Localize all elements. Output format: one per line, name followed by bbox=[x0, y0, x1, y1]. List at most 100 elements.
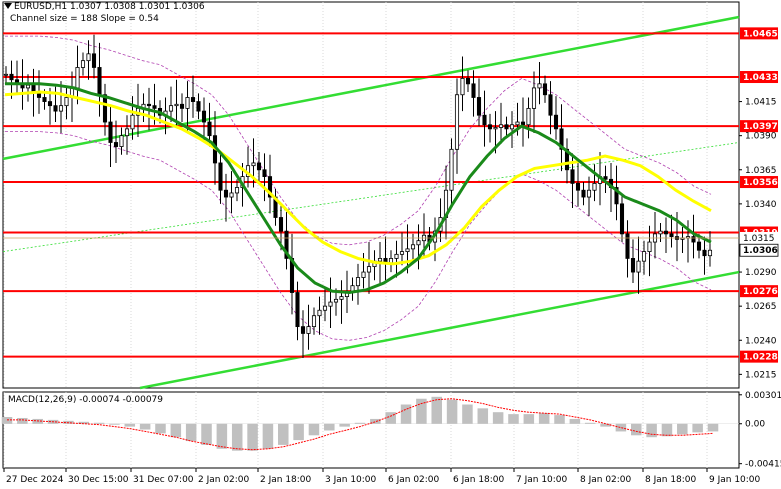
candle-body bbox=[647, 241, 652, 253]
secondary-price-bg bbox=[740, 231, 778, 244]
candle-body bbox=[691, 236, 696, 243]
candle-body bbox=[174, 103, 179, 107]
candle-body bbox=[80, 60, 86, 68]
macd-hist-bar bbox=[385, 412, 396, 424]
candle-body bbox=[262, 169, 267, 177]
macd-hist-bar bbox=[78, 421, 89, 424]
level-label: 1.0356 bbox=[743, 178, 778, 188]
macd-hist-bar bbox=[370, 418, 381, 424]
candle-body bbox=[91, 53, 97, 68]
macd-y-tick-label: -0.00415 bbox=[745, 460, 781, 470]
candle-body bbox=[86, 53, 91, 62]
candle-body bbox=[3, 73, 9, 76]
macd-hist-bar bbox=[508, 414, 519, 424]
candle-body bbox=[460, 77, 465, 96]
candle-body bbox=[361, 271, 366, 278]
macd-hist-bar bbox=[185, 423, 197, 442]
macd-hist-bar bbox=[646, 423, 657, 438]
macd-hist-bar bbox=[538, 413, 550, 424]
candle-body bbox=[333, 298, 339, 303]
level-label: 1.0276 bbox=[743, 287, 778, 297]
y-tick-label: 1.0265 bbox=[745, 302, 777, 312]
macd-hist-bar bbox=[278, 423, 289, 445]
candle-body bbox=[207, 121, 212, 137]
main-pane-frame bbox=[2, 1, 740, 389]
candle-body bbox=[487, 124, 493, 130]
candle-body bbox=[256, 162, 262, 171]
candle-body bbox=[553, 114, 559, 130]
candle-body bbox=[64, 97, 69, 107]
level-label-bg bbox=[740, 176, 778, 189]
macd-hist-bar bbox=[308, 423, 320, 436]
candle-body bbox=[179, 103, 185, 109]
macd-hist-bar bbox=[155, 423, 166, 434]
candle-body bbox=[559, 128, 564, 150]
candle-body bbox=[465, 77, 471, 85]
macd-hist-bar bbox=[523, 414, 535, 424]
level-label-bg bbox=[740, 285, 778, 298]
macd-hist-bar bbox=[247, 423, 258, 451]
macd-hist-bar bbox=[124, 423, 136, 427]
macd-hist-bar bbox=[231, 423, 243, 451]
macd-hist-bar bbox=[661, 423, 673, 437]
x-tick-label: 9 Jan 10:00 bbox=[709, 475, 761, 485]
level-label: 1.0397 bbox=[743, 122, 778, 132]
macd-hist-bar bbox=[139, 423, 151, 430]
current-price-label: 1.0306 bbox=[743, 246, 778, 256]
candle-body bbox=[102, 94, 108, 123]
x-tick-label: 7 Jan 10:00 bbox=[516, 475, 568, 485]
macd-y-tick-label: 0.00301 bbox=[745, 391, 781, 401]
candle-body bbox=[130, 114, 135, 130]
macd-hist-bar bbox=[492, 412, 504, 424]
candle-body bbox=[548, 94, 553, 116]
candle-body bbox=[152, 105, 157, 109]
y-tick-label: 1.0215 bbox=[745, 370, 777, 380]
candle-body bbox=[658, 230, 663, 235]
candle-body bbox=[537, 83, 542, 89]
candle-body bbox=[509, 124, 515, 130]
candle-body bbox=[229, 192, 234, 198]
candle-body bbox=[603, 176, 608, 180]
candle-body bbox=[355, 277, 361, 287]
level-label-bg bbox=[740, 71, 778, 84]
candle-body bbox=[25, 84, 31, 89]
dropdown-arrow-icon[interactable] bbox=[4, 3, 12, 9]
macd-hist-bar bbox=[17, 417, 28, 424]
y-tick-label: 1.0340 bbox=[745, 200, 777, 210]
symbol-label: EURUSD,H1 bbox=[14, 2, 68, 12]
candle-body bbox=[251, 162, 256, 167]
candle-body bbox=[394, 253, 399, 259]
candle-body bbox=[75, 67, 80, 89]
y-tick-label: 1.0365 bbox=[745, 166, 777, 176]
candle-body bbox=[328, 301, 333, 307]
y-tick-label: 1.0390 bbox=[745, 132, 777, 142]
macd-hist-bar bbox=[584, 422, 596, 424]
macd-hist-bar bbox=[707, 423, 719, 432]
candle-body bbox=[614, 187, 619, 205]
macd-hist-bar bbox=[477, 408, 489, 424]
x-tick-label: 8 Jan 02:00 bbox=[580, 475, 632, 485]
ma-slow-line bbox=[4, 90, 712, 266]
candle-body bbox=[526, 107, 531, 126]
level-label-bg bbox=[740, 350, 778, 363]
candle-body bbox=[531, 87, 537, 109]
candle-body bbox=[416, 240, 421, 246]
candle-body bbox=[108, 121, 113, 143]
level-label: 1.0228 bbox=[743, 353, 778, 363]
candle-body bbox=[482, 114, 487, 126]
candle-body bbox=[641, 251, 647, 262]
candle-body bbox=[449, 148, 454, 191]
candle-body bbox=[575, 183, 581, 191]
macd-hist-bar bbox=[293, 423, 304, 441]
level-label: 1.0465 bbox=[743, 29, 778, 39]
candle-body bbox=[339, 296, 344, 300]
macd-hist-bar bbox=[216, 423, 228, 449]
candle-body bbox=[190, 97, 196, 102]
macd-y-tick-label: 0.00 bbox=[745, 420, 765, 430]
candle-body bbox=[267, 176, 273, 198]
x-tick-label: 2 Jan 02:00 bbox=[198, 475, 250, 485]
candle-body bbox=[570, 169, 575, 184]
candle-body bbox=[278, 217, 284, 232]
secondary-price-label: 1.0315 bbox=[743, 234, 775, 244]
current-price-bg bbox=[739, 243, 779, 257]
